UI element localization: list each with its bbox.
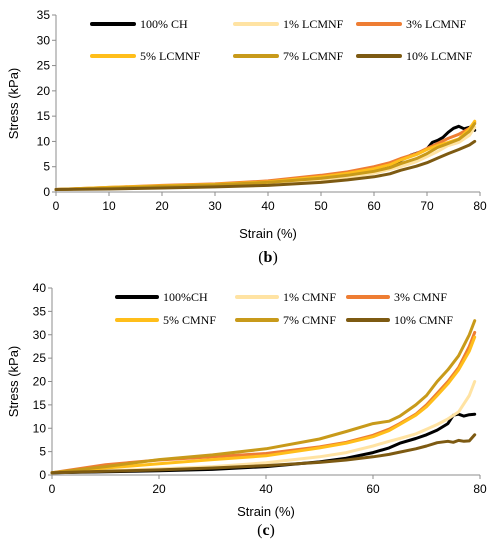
y-tick-label: 30 <box>37 33 51 47</box>
x-tick-label: 80 <box>473 482 487 496</box>
legend-item: 10% CMNF <box>346 313 453 327</box>
legend-label: 7% LCMNF <box>283 49 344 63</box>
legend-label: 5% LCMNF <box>140 49 201 63</box>
legend-item: 1% LCMNF <box>233 17 344 31</box>
x-tick-label: 60 <box>367 199 381 213</box>
series-line-4 <box>50 319 477 475</box>
series-line-3 <box>54 119 477 191</box>
legend-item: 7% LCMNF <box>233 49 344 63</box>
x-tick-label: 50 <box>314 199 328 213</box>
x-tick-label: 20 <box>155 199 169 213</box>
x-axis-title: Strain (%) <box>239 226 297 241</box>
x-tick-label: 0 <box>53 199 60 213</box>
x-tick-label: 30 <box>208 199 222 213</box>
legend-label: 3% LCMNF <box>406 17 467 31</box>
legend-label: 3% CMNF <box>394 290 447 304</box>
legend-item: 7% CMNF <box>235 313 336 327</box>
y-tick-label: 20 <box>33 375 47 389</box>
legend-item: 3% CMNF <box>346 290 447 304</box>
y-tick-label: 15 <box>37 109 51 123</box>
series-line-1 <box>50 380 477 475</box>
chart-panel-c: 0 5 10 15 20 25 30 35 40 0 20 40 60 80 Strain (%) Stres… <box>6 281 487 539</box>
legend-item: 5% CMNF <box>115 313 216 327</box>
y-tick-label: 10 <box>33 421 47 435</box>
panel-caption: (b) <box>258 249 278 266</box>
series-line-5 <box>50 433 477 475</box>
y-tick-label: 5 <box>43 160 50 174</box>
panel-caption: (c) <box>257 522 275 539</box>
y-tick-label: 5 <box>39 445 46 459</box>
y-tick-label: 20 <box>37 84 51 98</box>
series-line-4 <box>54 122 477 191</box>
series-line-2 <box>50 330 477 475</box>
y-tick-label: 35 <box>37 8 51 22</box>
x-tick-label: 80 <box>473 199 487 213</box>
y-tick-label: 35 <box>33 304 47 318</box>
series-line-5 <box>54 139 477 191</box>
legend-label: 100%CH <box>163 290 208 304</box>
legend-label: 7% CMNF <box>283 313 336 327</box>
y-axis-title: Stress (kPa) <box>6 346 21 418</box>
y-tick-label: 40 <box>33 281 47 295</box>
legend-item: 1% CMNF <box>235 290 336 304</box>
x-tick-label: 70 <box>420 199 434 213</box>
series-line-3 <box>50 335 477 475</box>
y-tick-label: 15 <box>33 398 47 412</box>
x-tick-label: 0 <box>49 482 56 496</box>
legend-item: 3% LCMNF <box>356 17 467 31</box>
x-tick-label: 10 <box>102 199 116 213</box>
legend-label: 10% LCMNF <box>406 49 473 63</box>
y-tick-label: 0 <box>39 468 46 482</box>
legend-label: 10% CMNF <box>394 313 453 327</box>
x-tick-label: 40 <box>261 199 275 213</box>
legend-item: 100% CH <box>90 17 188 31</box>
x-tick-label: 60 <box>366 482 380 496</box>
y-tick-label: 0 <box>43 185 50 199</box>
x-tick-label: 40 <box>259 482 273 496</box>
legend-label: 1% CMNF <box>283 290 336 304</box>
y-tick-label: 30 <box>33 328 47 342</box>
y-tick-label: 10 <box>37 134 51 148</box>
y-axis-title: Stress (kPa) <box>6 68 21 140</box>
legend-item: 10% LCMNF <box>356 49 473 63</box>
x-tick-label: 20 <box>152 482 166 496</box>
x-axis-title: Strain (%) <box>237 504 295 519</box>
legend-label: 1% LCMNF <box>283 17 344 31</box>
chart-panel-b: 0 5 10 15 20 25 30 35 0 10 20 30 40 50 60 70 80 Strain (%… <box>6 8 487 266</box>
legend-label: 5% CMNF <box>163 313 216 327</box>
y-tick-label: 25 <box>37 59 51 73</box>
legend-item: 5% LCMNF <box>90 49 201 63</box>
legend-label: 100% CH <box>140 17 188 31</box>
legend-item: 100%CH <box>115 290 208 304</box>
y-tick-label: 25 <box>33 351 47 365</box>
